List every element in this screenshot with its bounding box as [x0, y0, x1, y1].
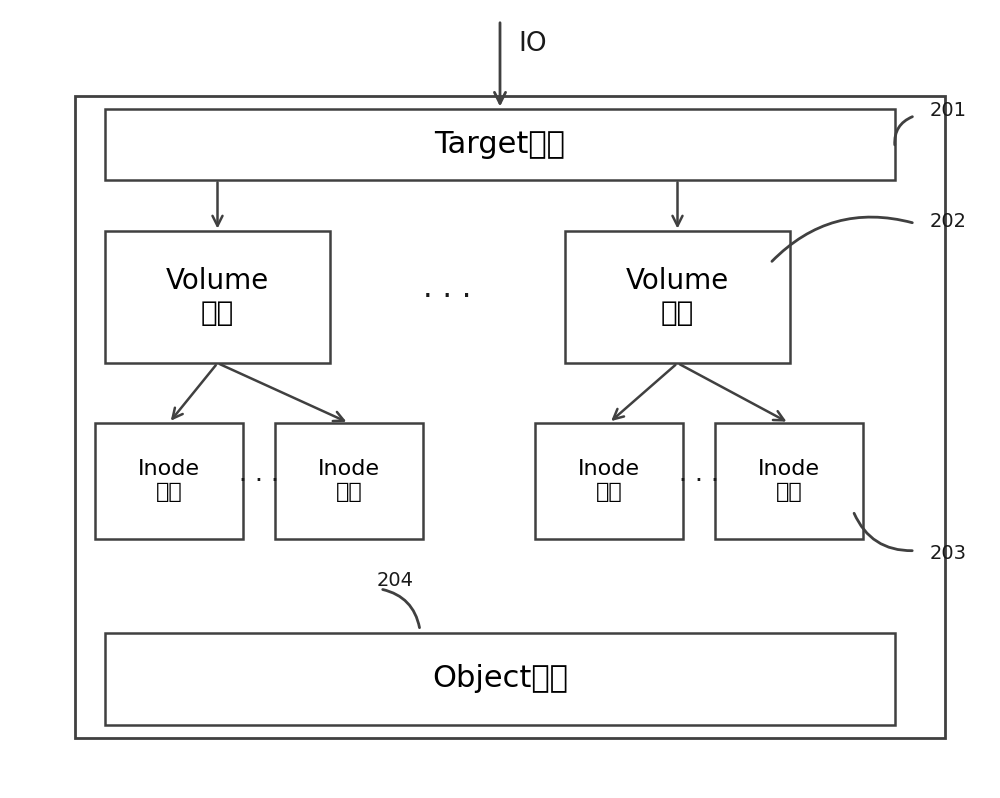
Text: · · ·: · · ·	[239, 468, 279, 493]
Bar	[105, 231, 330, 363]
Bar	[275, 423, 423, 539]
Text: 201: 201	[930, 101, 967, 120]
Text: 202: 202	[930, 212, 967, 231]
Text: Inode
模块: Inode 模块	[138, 459, 200, 503]
Text: · · ·: · · ·	[679, 468, 719, 493]
Bar	[75, 96, 945, 738]
Text: IO: IO	[518, 31, 547, 57]
Bar	[715, 423, 863, 539]
Text: Object模块: Object模块	[432, 664, 568, 693]
Text: Volume
模块: Volume 模块	[166, 267, 269, 327]
Bar	[105, 633, 895, 725]
Bar	[95, 423, 243, 539]
Text: Inode
模块: Inode 模块	[318, 459, 380, 503]
Text: 204: 204	[376, 571, 414, 591]
Text: Inode
模块: Inode 模块	[578, 459, 640, 503]
Text: Inode
模块: Inode 模块	[758, 459, 820, 503]
Text: Target模块: Target模块	[435, 130, 565, 159]
Text: 203: 203	[930, 543, 967, 563]
Bar	[535, 423, 683, 539]
Bar	[565, 231, 790, 363]
Text: Volume
模块: Volume 模块	[626, 267, 729, 327]
Text: · · ·: · · ·	[423, 282, 472, 312]
Bar	[105, 109, 895, 180]
